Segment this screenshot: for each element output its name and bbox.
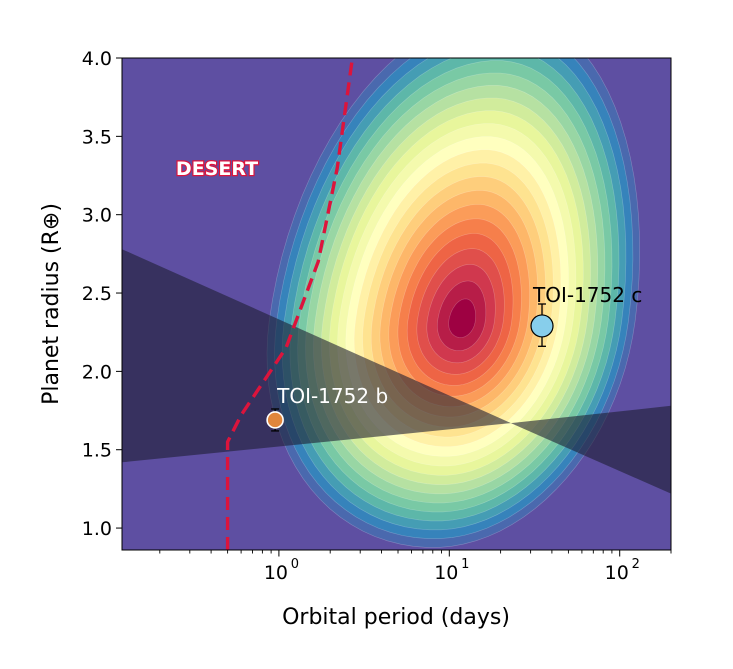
y-tick-label: 3.0 xyxy=(82,205,112,227)
x-tick-exponent: 1 xyxy=(461,557,469,572)
y-tick-label: 1.0 xyxy=(82,518,112,540)
desert-boundary xyxy=(225,58,355,550)
valley-band-left xyxy=(122,249,511,463)
y-axis-label: Planet radius (R⊕) xyxy=(39,203,64,405)
density-contours xyxy=(122,58,671,550)
desert-boundary-line xyxy=(225,58,355,550)
valley-band-right xyxy=(510,405,671,494)
x-tick-label: 10 xyxy=(434,562,458,584)
x-tick-exponent: 2 xyxy=(632,557,640,572)
y-tick-label: 2.5 xyxy=(82,283,112,305)
planet-label: TOI-1752 b xyxy=(276,384,388,408)
x-tick-label: 10 xyxy=(264,562,288,584)
density-level-22 xyxy=(448,298,476,338)
planet-points: TOI-1752 b TOI-1752 c xyxy=(266,283,642,432)
x-tick-label: 10 xyxy=(605,562,629,584)
planet-point xyxy=(266,411,284,429)
planet-point xyxy=(530,314,554,338)
y-tick-label: 3.5 xyxy=(82,126,112,148)
plot-area xyxy=(122,58,671,550)
y-tick-label: 1.5 xyxy=(82,440,112,462)
y-tick-label: 4.0 xyxy=(82,48,112,70)
x-axis-label: Orbital period (days) xyxy=(282,605,510,630)
y-tick-label: 2.0 xyxy=(82,361,112,383)
desert-label: DESERT xyxy=(176,158,258,180)
axes: 1.01.52.02.53.03.54.010 0 10 1 10 2 xyxy=(82,48,672,584)
x-tick-exponent: 0 xyxy=(291,557,299,572)
plot-frame xyxy=(121,57,672,551)
radius-valley-band xyxy=(122,249,671,494)
planet-label: TOI-1752 c xyxy=(532,283,642,307)
